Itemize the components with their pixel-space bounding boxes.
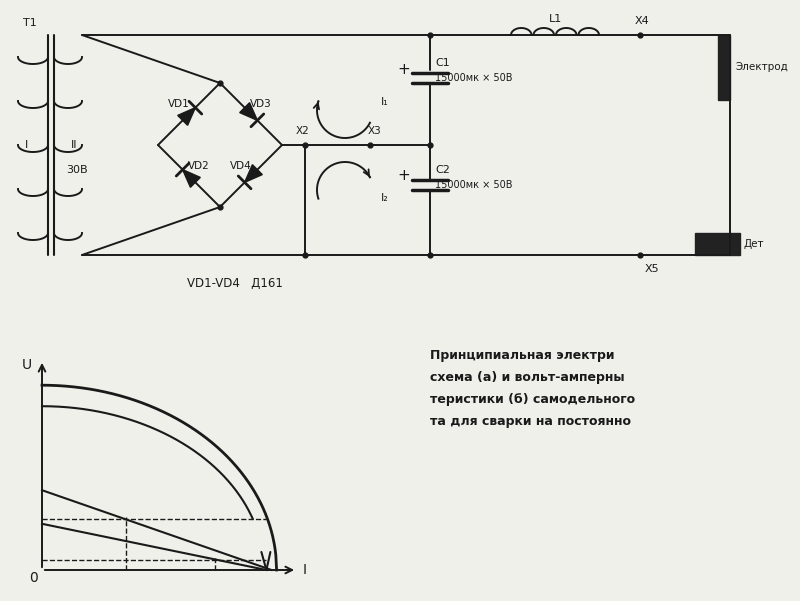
Text: C2: C2 [435, 165, 450, 175]
Text: T1: T1 [23, 18, 37, 28]
Text: Принципиальная электри: Принципиальная электри [430, 349, 614, 361]
Text: +: + [398, 168, 410, 183]
Text: X4: X4 [634, 16, 650, 26]
Text: I₁: I₁ [381, 97, 389, 107]
Text: I₂: I₂ [381, 193, 389, 203]
Polygon shape [178, 108, 195, 126]
Text: X2: X2 [296, 126, 310, 136]
Text: X5: X5 [645, 264, 660, 274]
Text: схема (а) и вольт-амперны: схема (а) и вольт-амперны [430, 370, 625, 383]
Text: X3: X3 [368, 126, 382, 136]
Text: Дет: Дет [743, 239, 763, 249]
Text: L1: L1 [548, 14, 562, 24]
Text: VD2: VD2 [188, 161, 210, 171]
Text: теристики (б) самодельного: теристики (б) самодельного [430, 392, 635, 406]
Text: +: + [398, 61, 410, 76]
Text: VD3: VD3 [250, 99, 272, 109]
Polygon shape [718, 35, 730, 100]
Text: C1: C1 [435, 58, 450, 68]
Text: II: II [70, 140, 78, 150]
Text: 0: 0 [30, 571, 38, 585]
Text: Электрод: Электрод [735, 63, 788, 73]
Text: VD1-VD4   Д161: VD1-VD4 Д161 [187, 276, 283, 290]
Polygon shape [245, 165, 262, 182]
Text: 15000мк × 50В: 15000мк × 50В [435, 73, 513, 83]
Text: VD1: VD1 [168, 99, 190, 109]
Text: I: I [24, 140, 28, 150]
Text: 15000мк × 50В: 15000мк × 50В [435, 180, 513, 190]
Polygon shape [182, 169, 200, 188]
Polygon shape [240, 103, 258, 120]
Text: та для сварки на постоянно: та для сварки на постоянно [430, 415, 631, 427]
Text: I: I [303, 563, 307, 577]
Text: 30В: 30В [66, 165, 88, 175]
Text: U: U [22, 358, 32, 372]
Text: VD4: VD4 [230, 161, 252, 171]
Polygon shape [695, 233, 740, 255]
